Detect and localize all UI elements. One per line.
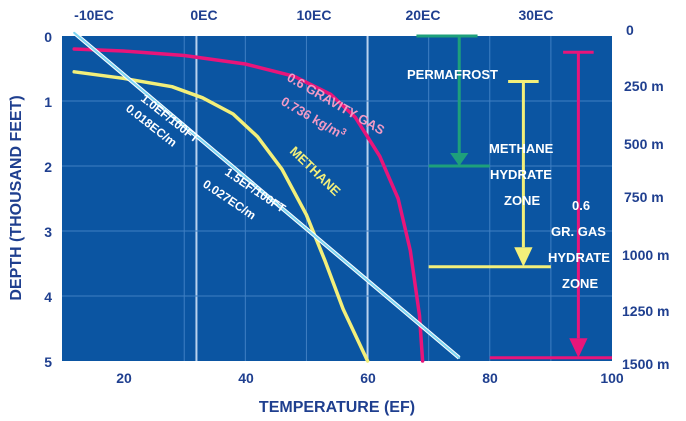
- x-tick: 40: [238, 370, 254, 386]
- methane-hydrate-curve: [72, 70, 370, 363]
- x-axis-ticks: 20 40 60 80 100: [116, 370, 624, 386]
- y-tick: 4: [44, 289, 52, 305]
- y-tick: 1: [44, 94, 52, 110]
- gas-zone-label-4: ZONE: [562, 276, 598, 291]
- y-tick: 0: [44, 29, 52, 45]
- right-axis-ticks: 0 250 m 500 m 750 m 1000 m 1250 m 1500 m: [622, 22, 669, 372]
- top-tick: 20EC: [405, 7, 440, 23]
- y-axis-ticks: 0 1 2 3 4 5: [44, 29, 52, 370]
- density-superscript: 3: [339, 126, 348, 137]
- gas-zone-arrow-head: [569, 338, 588, 358]
- top-tick: -10EC: [74, 7, 114, 23]
- x-tick: 20: [116, 370, 132, 386]
- gas-hydrate-curve: [72, 47, 425, 363]
- right-tick: 250 m: [624, 78, 664, 94]
- hydrate-zone-markers: [416, 34, 612, 360]
- top-tick: 30EC: [518, 7, 553, 23]
- methane-zone-arrow-head: [514, 247, 533, 267]
- right-tick: 1500 m: [622, 356, 669, 372]
- x-tick: 60: [360, 370, 376, 386]
- top-tick: 10EC: [296, 7, 331, 23]
- right-tick: 1000 m: [622, 247, 669, 263]
- methane-zone-label-1: METHANE: [489, 141, 554, 156]
- y-tick: 5: [44, 354, 52, 370]
- top-tick: 0EC: [190, 7, 217, 23]
- right-tick: 500 m: [624, 136, 664, 152]
- y-tick: 2: [44, 159, 52, 175]
- x-tick: 80: [482, 370, 498, 386]
- methane-zone-label-3: ZONE: [504, 193, 540, 208]
- right-tick: 0: [626, 22, 634, 38]
- x-tick: 100: [600, 370, 624, 386]
- geothermal-gradient-line: [73, 31, 461, 359]
- top-axis-ticks: -10EC 0EC 10EC 20EC 30EC: [74, 7, 553, 23]
- permafrost-arrow-head: [450, 153, 469, 166]
- right-tick: 750 m: [624, 189, 664, 205]
- gas-zone-label-2: GR. GAS: [551, 224, 606, 239]
- gas-zone-label-1: 0.6: [572, 198, 590, 213]
- x-axis-title: TEMPERATURE (EF): [259, 399, 415, 416]
- permafrost-label: PERMAFROST: [407, 67, 498, 82]
- y-tick: 3: [44, 224, 52, 240]
- gas-zone-label-3: HYDRATE: [548, 250, 610, 265]
- curves: [72, 31, 461, 363]
- methane-zone-label-2: HYDRATE: [490, 167, 552, 182]
- plot-area: [62, 36, 612, 361]
- right-tick: 1250 m: [622, 303, 669, 319]
- y-axis-title: DEPTH (THOUSAND FEET): [8, 95, 25, 300]
